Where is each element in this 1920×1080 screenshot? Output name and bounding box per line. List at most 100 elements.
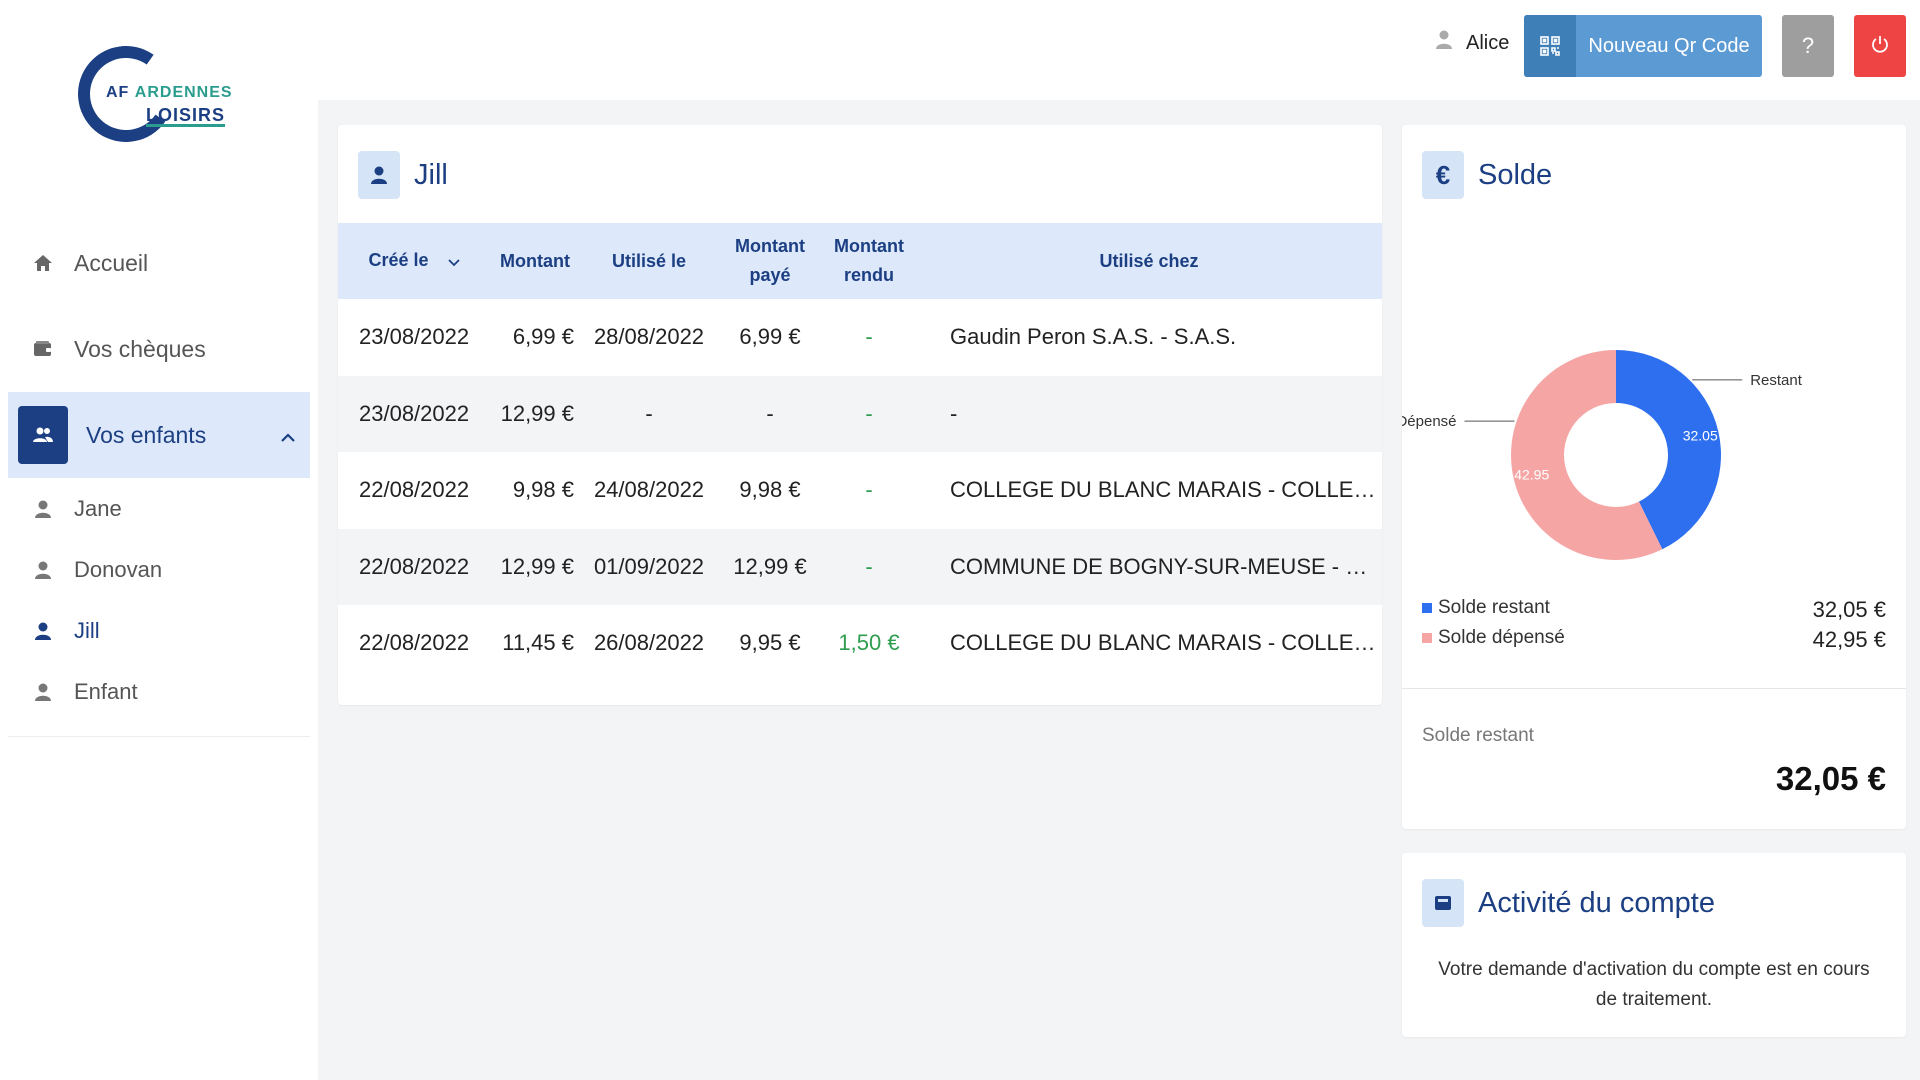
activity-title: Activité du compte (1478, 886, 1715, 919)
top-header: Alice Nouveau Qr Code ? (318, 0, 1920, 100)
cell-chez: COLLEGE DU BLANC MARAIS - COLLEGE DE... (950, 630, 1382, 656)
donut-value-label: 32.05 (1683, 427, 1718, 443)
chevron-up-icon[interactable] (280, 422, 296, 449)
legend-text: Solde dépensé (1438, 627, 1565, 648)
cell-chez: Gaudin Peron S.A.S. - S.A.S. (950, 324, 1237, 350)
power-icon (1870, 34, 1890, 59)
legend-row-restant: Solde restant 32,05 € (1422, 597, 1886, 623)
cell-paye: 9,95 € (739, 630, 801, 656)
logo-line2: LOISIRS (146, 105, 226, 127)
cell-cree: 22/08/2022 (338, 528, 490, 605)
table-row[interactable]: 22/08/2022 12,99 € 01/09/2022 12,99 € - … (338, 528, 1382, 605)
table-row[interactable]: 22/08/2022 9,98 € 24/08/2022 9,98 € - CO… (338, 452, 1382, 529)
sidebar-divider (8, 736, 310, 737)
chevron-down-icon[interactable] (447, 247, 460, 276)
users-icon (18, 406, 68, 464)
sidebar-child-label: Jill (74, 617, 100, 643)
new-qr-code-label: Nouveau Qr Code (1588, 34, 1750, 57)
app-logo[interactable]: AF ARDENNES LOISIRS (70, 38, 238, 150)
donut-slice-name: Restant (1750, 372, 1803, 389)
cell-chez: COMMUNE DE BOGNY-SUR-MEUSE - MAIRI... (916, 528, 1382, 605)
legend-value: 32,05 € (1812, 597, 1886, 622)
home-icon (32, 252, 54, 274)
cell-chez: - (916, 375, 1382, 452)
column-header-rendu[interactable]: Montant rendu (822, 223, 916, 299)
user-menu[interactable]: Alice (1436, 30, 1509, 56)
sidebar-child-enfant[interactable]: Enfant (0, 661, 318, 722)
sidebar-item-accueil[interactable]: Accueil (0, 220, 318, 306)
column-header-cree[interactable]: Créé le (338, 223, 490, 299)
table-row[interactable]: 22/08/2022 11,45 € 26/08/2022 9,95 € 1,5… (338, 605, 1382, 682)
balance-card: € Solde 32.05 Restant 42.95 Dépensé Solde r… (1402, 125, 1906, 829)
donut-value-label: 42.95 (1514, 467, 1549, 483)
cell-paye: 9,98 € (739, 477, 801, 503)
person-icon (32, 559, 54, 581)
cell-paye: 12,99 € (718, 528, 822, 605)
legend-value: 42,95 € (1812, 627, 1886, 652)
cell-rendu: - (865, 477, 873, 503)
logo-ardennes: ARDENNES (134, 84, 233, 101)
sidebar-item-label: Accueil (74, 249, 149, 276)
cell-paye: - (718, 375, 822, 452)
logo-line1: AF ARDENNES (106, 84, 233, 102)
column-header-montant[interactable]: Montant (490, 223, 580, 299)
column-header-chez[interactable]: Utilisé chez (916, 223, 1382, 299)
sidebar: AF ARDENNES LOISIRS Accueil Vos chèques … (0, 0, 318, 1080)
table-row[interactable]: 23/08/2022 6,99 € 28/08/2022 6,99 € - Ga… (338, 299, 1382, 376)
user-icon (1436, 30, 1452, 56)
cell-rendu: - (865, 324, 873, 350)
donut-slice-restant[interactable] (1616, 350, 1721, 550)
cell-utilise: 01/09/2022 (580, 528, 718, 605)
sidebar-item-label: Vos enfants (86, 421, 207, 448)
person-icon (32, 498, 54, 520)
table-row[interactable]: 23/08/2022 12,99 € - - - - (338, 375, 1382, 452)
cell-montant: 11,45 € (502, 630, 574, 656)
sidebar-child-jane[interactable]: Jane (0, 478, 318, 539)
cell-montant: 9,98 € (512, 477, 574, 503)
column-header-paye[interactable]: Montant payé (718, 223, 822, 299)
legend-swatch (1422, 602, 1432, 613)
person-icon (32, 681, 54, 703)
logout-button[interactable] (1854, 15, 1906, 77)
activity-message: Votre demande d'activation du compte est… (1438, 959, 1870, 1010)
person-icon (358, 151, 400, 199)
cell-cree: 22/08/2022 (359, 477, 470, 503)
balance-divider (1402, 688, 1906, 689)
child-name: Jill (414, 158, 448, 191)
cell-utilise: - (580, 375, 718, 452)
card-title: Jill (358, 151, 448, 199)
sidebar-child-label: Jane (74, 495, 122, 521)
account-activity-card: Activité du compte Votre demande d'activ… (1402, 853, 1906, 1037)
sidebar-item-enfants[interactable]: Vos enfants (8, 392, 310, 478)
cell-montant: 6,99 € (512, 324, 574, 350)
cell-rendu: - (822, 528, 916, 605)
balance-title: Solde (1478, 158, 1553, 191)
legend-label: Solde dépensé (1422, 627, 1565, 653)
table-header-row: Créé le Montant Utilisé le Montant payé … (338, 223, 1382, 299)
cell-rendu: - (822, 375, 916, 452)
legend-swatch (1422, 632, 1432, 643)
help-button[interactable]: ? (1782, 15, 1834, 77)
column-header-utilise[interactable]: Utilisé le (580, 223, 718, 299)
cell-cree: 23/08/2022 (359, 324, 470, 350)
sidebar-child-label: Enfant (74, 678, 138, 704)
sidebar-item-label: Vos chèques (74, 335, 206, 362)
donut-slice-dépensé[interactable] (1511, 350, 1663, 560)
cell-cree: 22/08/2022 (359, 630, 470, 656)
logo-af: AF (106, 84, 130, 101)
legend-text: Solde restant (1438, 597, 1550, 618)
cell-paye: 6,99 € (739, 324, 801, 350)
sidebar-child-label: Donovan (74, 556, 163, 582)
card-title: € Solde (1422, 151, 1552, 199)
cell-montant: 12,99 € (490, 375, 580, 452)
cell-rendu: 1,50 € (838, 630, 900, 656)
new-qr-code-button[interactable]: Nouveau Qr Code (1524, 15, 1762, 77)
sidebar-child-jill[interactable]: Jill (0, 600, 318, 661)
balance-donut-chart: 32.05 Restant 42.95 Dépensé (1402, 350, 1803, 560)
cell-utilise: 24/08/2022 (593, 477, 705, 503)
person-icon (32, 620, 54, 642)
sidebar-item-cheques[interactable]: Vos chèques (0, 306, 318, 392)
cell-montant: 12,99 € (490, 528, 580, 605)
cell-cree: 23/08/2022 (338, 375, 490, 452)
sidebar-child-donovan[interactable]: Donovan (0, 539, 318, 600)
